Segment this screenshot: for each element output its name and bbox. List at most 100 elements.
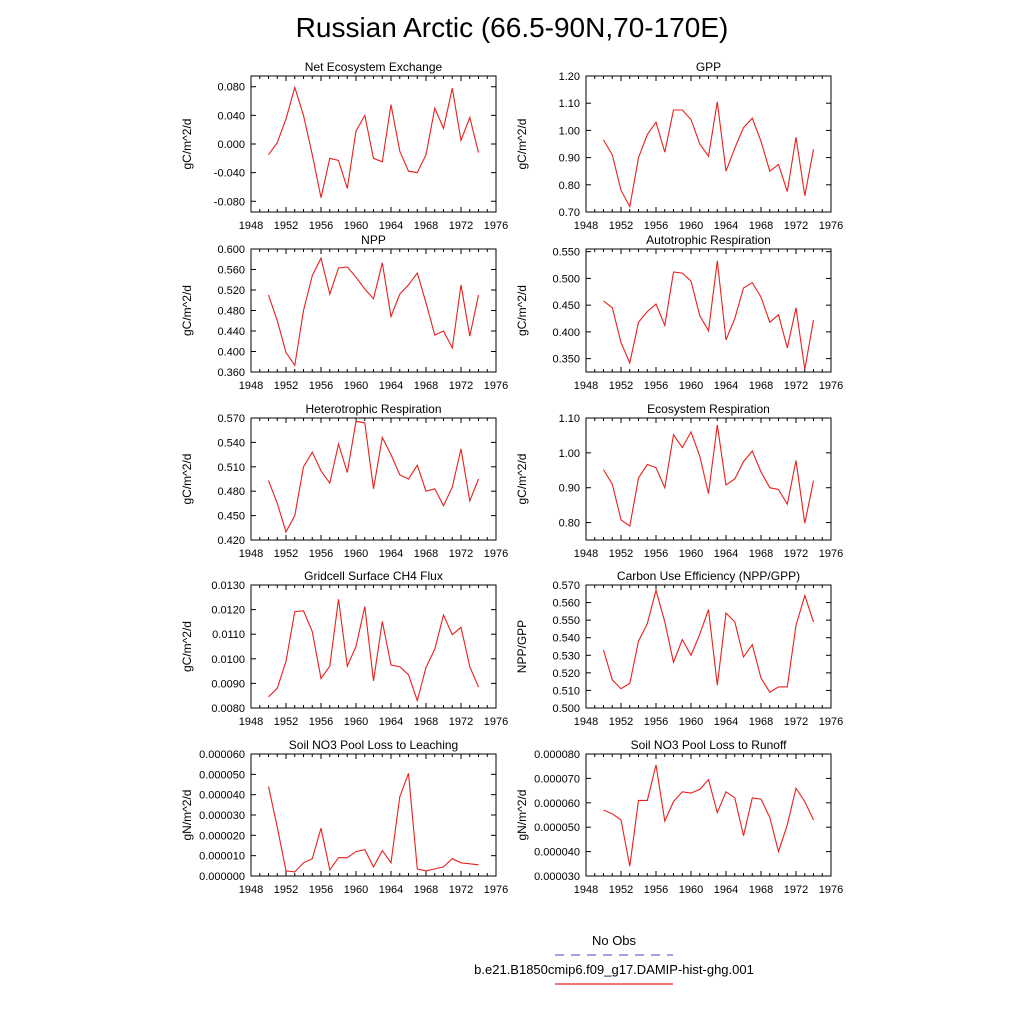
- panel-title: Soil NO3 Pool Loss to Runoff: [631, 738, 788, 752]
- x-tick-label: 1948: [239, 380, 263, 392]
- y-tick-label: 0.80: [559, 518, 580, 530]
- x-tick-label: 1956: [644, 884, 668, 896]
- x-tick-label: 1952: [609, 220, 633, 232]
- x-tick-label: 1960: [344, 716, 368, 728]
- chart-panel-9: Soil NO3 Pool Loss to Leaching gN/m^2/d 19…: [180, 738, 508, 896]
- x-tick-label: 1964: [714, 380, 738, 392]
- chart-panel-2: GPP gC/m^2/d 1948 1952 1956 1960 1964 1968 1972 1…: [515, 60, 843, 232]
- x-tick-label: 1972: [449, 548, 473, 560]
- x-tick-label: 1972: [449, 884, 473, 896]
- y-tick-label: 0.0110: [212, 629, 245, 641]
- x-tick-label: 1956: [644, 380, 668, 392]
- plot-frame: [250, 584, 497, 709]
- y-tick-label: 0.480: [217, 486, 245, 498]
- y-tick-label: 0.000070: [534, 773, 580, 785]
- plot-frame: [250, 417, 497, 541]
- x-tick-label: 1952: [609, 380, 633, 392]
- x-tick-label: 1948: [574, 220, 598, 232]
- y-tick-label: 0.000060: [199, 749, 245, 761]
- x-tick-label: 1948: [574, 716, 598, 728]
- x-tick-label: 1964: [714, 716, 738, 728]
- series-line-model: [268, 85, 480, 198]
- y-tick-label: 0.480: [217, 306, 245, 318]
- panel-title: Soil NO3 Pool Loss to Leaching: [289, 738, 458, 752]
- x-tick-label: 1968: [749, 548, 773, 560]
- y-axis-label: gC/m^2/d: [180, 285, 194, 336]
- y-tick-label: 0.000030: [199, 810, 245, 822]
- x-tick-label: 1976: [484, 380, 508, 392]
- y-tick-label: 0.000080: [534, 749, 580, 761]
- series-line-model: [268, 599, 480, 703]
- y-tick-label: 0.000060: [534, 798, 580, 810]
- x-tick-label: 1976: [819, 716, 843, 728]
- y-tick-label: 0.450: [552, 300, 580, 312]
- chart-panel-1: Net Ecosystem Exchange gC/m^2/d 1948 1952 19…: [180, 60, 508, 232]
- x-tick-label: 1976: [484, 220, 508, 232]
- x-tick-label: 1972: [449, 716, 473, 728]
- chart-panel-8: Carbon Use Efficiency (NPP/GPP) NPP/GPP 19…: [515, 569, 843, 728]
- y-tick-label: 0.520: [552, 668, 580, 680]
- x-tick-label: 1960: [679, 548, 703, 560]
- x-tick-label: 1960: [679, 380, 703, 392]
- panel-title: Heterotrophic Respiration: [305, 402, 441, 416]
- panel-title: NPP: [361, 233, 386, 247]
- series-line-model: [267, 420, 480, 534]
- x-tick-label: 1976: [819, 380, 843, 392]
- y-tick-label: 0.570: [552, 580, 580, 592]
- y-tick-label: 0.90: [559, 483, 580, 495]
- x-tick-label: 1956: [309, 884, 333, 896]
- y-tick-label: 0.0090: [211, 678, 245, 690]
- series-line-model: [603, 764, 814, 867]
- y-tick-label: 1.00: [559, 125, 580, 137]
- x-tick-label: 1952: [274, 380, 298, 392]
- legend-model-label: b.e21.B1850cmip6.f09_g17.DAMIP-hist-ghg.…: [474, 962, 754, 977]
- x-tick-label: 1956: [309, 220, 333, 232]
- y-tick-label: 0.000050: [534, 822, 580, 834]
- y-tick-label: 0.570: [217, 413, 245, 425]
- plot-frame: [250, 75, 497, 213]
- x-tick-label: 1960: [344, 884, 368, 896]
- x-tick-label: 1960: [679, 716, 703, 728]
- y-tick-label: 0.0130: [211, 580, 245, 592]
- x-tick-label: 1968: [414, 548, 438, 560]
- y-axis-label: gN/m^2/d: [515, 790, 529, 841]
- panel-title: Gridcell Surface CH4 Flux: [304, 569, 443, 583]
- x-tick-label: 1964: [379, 380, 403, 392]
- y-axis-label: gC/m^2/d: [180, 454, 194, 505]
- x-tick-label: 1964: [379, 716, 403, 728]
- y-axis-label: gC/m^2/d: [515, 454, 529, 505]
- x-tick-label: 1972: [449, 380, 473, 392]
- y-tick-label: 0.510: [552, 685, 580, 697]
- y-tick-label: 0.0120: [211, 605, 245, 617]
- x-tick-label: 1956: [309, 548, 333, 560]
- plot-frame: [250, 753, 497, 877]
- x-tick-label: 1964: [714, 220, 738, 232]
- series-line-model: [603, 101, 815, 209]
- panel-title: Ecosystem Respiration: [647, 402, 770, 416]
- y-axis-label: gC/m^2/d: [180, 119, 194, 170]
- x-tick-label: 1956: [644, 716, 668, 728]
- x-tick-label: 1960: [344, 548, 368, 560]
- y-tick-label: 0.350: [552, 354, 580, 366]
- x-tick-label: 1964: [714, 548, 738, 560]
- y-tick-label: 1.10: [559, 98, 580, 110]
- y-tick-label: 0.000: [217, 139, 245, 151]
- y-tick-label: 0.000010: [199, 851, 245, 863]
- chart-panel-6: Ecosystem Respiration gC/m^2/d 1948 1952 195…: [515, 402, 843, 560]
- x-tick-label: 1956: [644, 548, 668, 560]
- x-tick-label: 1972: [449, 220, 473, 232]
- series-line-model: [602, 588, 815, 693]
- y-axis-label: NPP/GPP: [515, 620, 529, 673]
- chart-panel-10: Soil NO3 Pool Loss to Runoff gN/m^2/d 1948…: [515, 738, 843, 896]
- y-tick-label: 0.510: [217, 462, 245, 474]
- y-tick-label: 0.520: [217, 285, 245, 297]
- x-tick-label: 1972: [784, 220, 808, 232]
- x-tick-label: 1948: [574, 548, 598, 560]
- series-line-model: [267, 256, 480, 367]
- y-tick-label: -0.080: [214, 196, 245, 208]
- y-tick-label: 0.500: [552, 703, 580, 715]
- y-tick-label: 0.0080: [211, 703, 245, 715]
- x-tick-label: 1968: [749, 884, 773, 896]
- y-tick-label: 0.000000: [199, 871, 245, 883]
